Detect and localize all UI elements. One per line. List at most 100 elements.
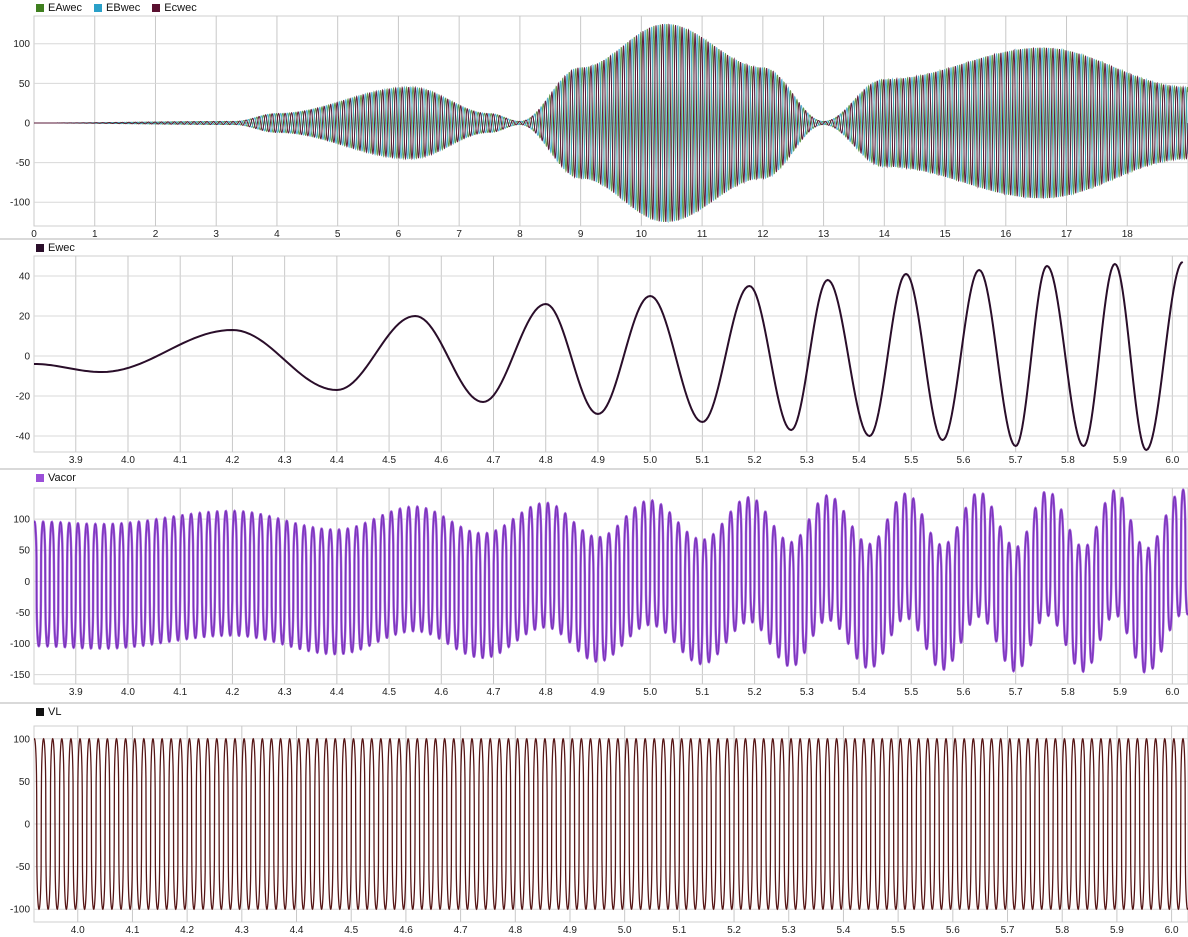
x-tick-label: 5.3 xyxy=(782,925,796,936)
legend-label-ebwec: EBwec xyxy=(106,2,141,14)
x-tick-label: 4.5 xyxy=(382,455,396,466)
x-tick-label: 16 xyxy=(1000,229,1012,238)
x-tick-label: 5.1 xyxy=(695,687,709,698)
x-tick-label: 4.6 xyxy=(434,455,448,466)
legend-label-ewec: Ewec xyxy=(48,242,75,254)
x-tick-label: 4.5 xyxy=(382,687,396,698)
x-tick-label: 3.9 xyxy=(69,455,83,466)
legend-item-eawec[interactable]: EAwec xyxy=(36,2,82,14)
x-tick-label: 4 xyxy=(274,229,280,238)
chart-panel-1: 0 1 2 3 4 5 6 7 8 9 10 11 12 13 14 15 16 17 18 -100 -50 0 50 10… xyxy=(0,0,1188,238)
y-tick-label: 40 xyxy=(19,272,31,283)
x-tick-label: 4.9 xyxy=(591,455,605,466)
x-tick-label: 5.8 xyxy=(1061,687,1075,698)
x-tick-label: 6.0 xyxy=(1165,687,1179,698)
x-tick-label: 5.5 xyxy=(904,455,918,466)
x-tick-label: 5.8 xyxy=(1061,455,1075,466)
chart-1-legend: EAwec EBwec Ecwec xyxy=(36,2,197,14)
y-tick-label: -100 xyxy=(10,198,30,209)
legend-item-vacor[interactable]: Vacor xyxy=(36,472,76,484)
x-tick-label: 5.5 xyxy=(904,687,918,698)
y-tick-label: -20 xyxy=(16,392,31,403)
x-tick-label: 4.4 xyxy=(290,925,304,936)
x-tick-label: 5.9 xyxy=(1113,687,1127,698)
x-tick-label: 5.7 xyxy=(1001,925,1015,936)
x-tick-label: 4.1 xyxy=(125,925,139,936)
x-tick-label: 4.4 xyxy=(330,455,344,466)
x-tick-label: 7 xyxy=(456,229,462,238)
chart-2-legend: Ewec xyxy=(36,242,75,254)
x-tick-label: 4.8 xyxy=(508,925,522,936)
panel-divider xyxy=(0,702,1188,704)
y-tick-label: 0 xyxy=(24,352,30,363)
x-tick-label: 1 xyxy=(92,229,98,238)
x-tick-label: 4.0 xyxy=(121,687,135,698)
x-tick-label: 5.6 xyxy=(957,687,971,698)
y-tick-label: 100 xyxy=(13,39,30,50)
chart-4-legend: VL xyxy=(36,706,61,718)
x-tick-label: 5.1 xyxy=(695,455,709,466)
x-tick-label: 5.6 xyxy=(957,455,971,466)
x-tick-label: 5.1 xyxy=(672,925,686,936)
legend-swatch-vl xyxy=(36,708,44,716)
x-tick-label: 5.9 xyxy=(1110,925,1124,936)
x-tick-label: 4.3 xyxy=(235,925,249,936)
x-tick-label: 4.8 xyxy=(539,687,553,698)
series-line-vacor-edge xyxy=(34,489,1188,673)
chart-2-svg: 3.9 4.0 4.1 4.2 4.3 4.4 4.5 4.6 4.7 4.8 4.9 5.0 5.1 5… xyxy=(16,255,1188,466)
x-tick-label: 5.8 xyxy=(1055,925,1069,936)
x-tick-label: 4.1 xyxy=(173,687,187,698)
x-tick-label: 5.0 xyxy=(643,687,657,698)
y-tick-label: 50 xyxy=(19,79,31,90)
x-tick-label: 14 xyxy=(879,229,891,238)
y-tick-label: 20 xyxy=(19,312,31,323)
x-tick-label: 2 xyxy=(153,229,159,238)
x-tick-label: 5.6 xyxy=(946,925,960,936)
y-tick-label: 0 xyxy=(24,577,30,588)
legend-label-ecwec: Ecwec xyxy=(164,2,197,14)
legend-item-ebwec[interactable]: EBwec xyxy=(94,2,140,14)
legend-item-vl[interactable]: VL xyxy=(36,706,61,718)
y-tick-label: -50 xyxy=(16,608,31,619)
x-tick-label: 5 xyxy=(335,229,341,238)
x-tick-label: 5.3 xyxy=(800,455,814,466)
x-tick-label: 5.7 xyxy=(1009,455,1023,466)
legend-item-ewec[interactable]: Ewec xyxy=(36,242,75,254)
chart-3-legend: Vacor xyxy=(36,472,76,484)
y-tick-label: 50 xyxy=(19,546,31,557)
x-tick-label: 5.3 xyxy=(800,687,814,698)
y-tick-label: 100 xyxy=(13,734,30,745)
y-tick-label: 0 xyxy=(24,820,30,831)
y-tick-label: -100 xyxy=(10,905,30,916)
y-tick-label: -40 xyxy=(16,432,31,443)
x-tick-label: 4.8 xyxy=(539,455,553,466)
y-tick-label: -50 xyxy=(16,862,31,873)
x-tick-label: 4.2 xyxy=(180,925,194,936)
series-line-ewec xyxy=(34,261,1184,452)
y-tick-label: -150 xyxy=(10,670,30,681)
x-tick-label: 5.5 xyxy=(891,925,905,936)
y-tick-label: 0 xyxy=(24,118,30,129)
legend-item-ecwec[interactable]: Ecwec xyxy=(152,2,197,14)
x-tick-label: 6.0 xyxy=(1165,455,1179,466)
x-tick-label: 4.0 xyxy=(71,925,85,936)
x-tick-label: 4.7 xyxy=(454,925,468,936)
x-tick-label: 6.0 xyxy=(1165,925,1179,936)
x-tick-label: 11 xyxy=(697,229,708,238)
y-tick-label: 50 xyxy=(19,777,31,788)
x-tick-label: 5.0 xyxy=(618,925,632,936)
legend-label-eawec: EAwec xyxy=(48,2,83,14)
chart-panel-3: 3.9 4.0 4.1 4.2 4.3 4.4 4.5 4.6 4.7 4.8 4.9 5.0 5.1 5… xyxy=(0,470,1188,702)
x-tick-label: 5.2 xyxy=(748,455,762,466)
x-tick-label: 4.2 xyxy=(225,455,239,466)
x-tick-label: 3 xyxy=(213,229,219,238)
chart-1-svg: 0 1 2 3 4 5 6 7 8 9 10 11 12 13 14 15 16 17 18-100-5005010… xyxy=(10,15,1188,238)
legend-swatch-eawec xyxy=(36,4,44,12)
x-tick-label: 5.2 xyxy=(748,687,762,698)
legend-swatch-ebwec xyxy=(94,4,103,12)
x-tick-label: 17 xyxy=(1061,229,1073,238)
panel-divider xyxy=(0,238,1188,240)
y-tick-label: -100 xyxy=(10,639,30,650)
x-tick-label: 4.1 xyxy=(173,455,187,466)
x-tick-label: 5.4 xyxy=(852,687,866,698)
